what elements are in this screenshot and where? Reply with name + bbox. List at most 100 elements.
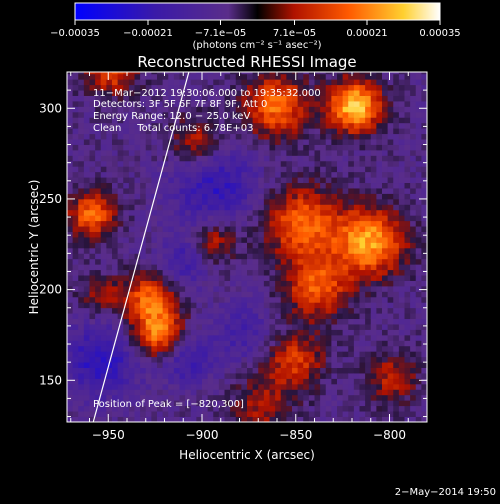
heatmap-cell bbox=[235, 334, 242, 341]
heatmap-cell bbox=[179, 247, 186, 254]
heatmap-cell bbox=[95, 101, 102, 107]
heatmap-cell bbox=[320, 73, 327, 80]
heatmap-cell bbox=[393, 362, 400, 368]
heatmap-cell bbox=[325, 373, 332, 379]
heatmap-cell bbox=[241, 340, 248, 347]
heatmap-cell bbox=[168, 166, 175, 173]
heatmap-cell bbox=[247, 106, 254, 113]
heatmap-cell bbox=[286, 182, 293, 189]
heatmap-cell bbox=[398, 84, 405, 91]
heatmap-cell bbox=[230, 373, 237, 379]
heatmap-cell bbox=[308, 405, 315, 412]
heatmap-cell bbox=[320, 340, 327, 347]
heatmap-cell bbox=[331, 351, 338, 358]
heatmap-cell bbox=[67, 373, 74, 379]
heatmap-cell bbox=[179, 291, 186, 298]
heatmap-cell bbox=[415, 307, 422, 314]
heatmap-cell bbox=[128, 318, 135, 325]
heatmap-cell bbox=[398, 291, 405, 298]
heatmap-cell bbox=[162, 400, 169, 407]
heatmap-cell bbox=[365, 133, 372, 140]
heatmap-cell bbox=[123, 291, 130, 298]
heatmap-cell bbox=[224, 383, 231, 390]
heatmap-cell bbox=[353, 144, 360, 151]
heatmap-cell bbox=[376, 411, 383, 417]
heatmap-cell bbox=[325, 144, 332, 151]
heatmap-cell bbox=[151, 269, 158, 276]
heatmap-cell bbox=[89, 411, 96, 417]
heatmap-cell bbox=[67, 334, 74, 341]
heatmap-cell bbox=[145, 160, 152, 167]
heatmap-cell bbox=[157, 226, 164, 232]
heatmap-cell bbox=[100, 198, 107, 205]
heatmap-cell bbox=[106, 324, 113, 330]
heatmap-cell bbox=[89, 193, 96, 200]
heatmap-cell bbox=[303, 242, 310, 249]
heatmap-cell bbox=[275, 198, 282, 205]
heatmap-cell bbox=[320, 307, 327, 314]
heatmap-cell bbox=[162, 340, 169, 347]
heatmap-cell bbox=[365, 215, 372, 222]
heatmap-cell bbox=[140, 188, 147, 194]
heatmap-cell bbox=[342, 302, 349, 309]
heatmap-cell bbox=[100, 318, 107, 325]
heatmap-cell bbox=[157, 400, 164, 407]
heatmap-cell bbox=[112, 324, 119, 330]
heatmap-cell bbox=[404, 416, 411, 422]
heatmap-cell bbox=[421, 345, 427, 352]
heatmap-cell bbox=[185, 95, 192, 102]
heatmap-cell bbox=[421, 122, 427, 129]
heatmap-cell bbox=[72, 226, 79, 232]
heatmap-cell bbox=[415, 177, 422, 184]
heatmap-cell bbox=[387, 324, 394, 330]
heatmap-cell bbox=[382, 247, 389, 254]
heatmap-cell bbox=[247, 79, 254, 86]
heatmap-cell bbox=[410, 188, 417, 194]
heatmap-cell bbox=[421, 324, 427, 330]
heatmap-cell bbox=[224, 356, 231, 363]
heatmap-cell bbox=[134, 264, 141, 271]
heatmap-cell bbox=[292, 106, 299, 113]
heatmap-cell bbox=[72, 394, 79, 401]
heatmap-cell bbox=[67, 237, 74, 243]
heatmap-cell bbox=[247, 220, 254, 227]
heatmap-cell bbox=[157, 171, 164, 178]
heatmap-cell bbox=[168, 144, 175, 151]
heatmap-cell bbox=[370, 111, 377, 118]
heatmap-cell bbox=[292, 101, 299, 107]
heatmap-cell bbox=[247, 367, 254, 374]
heatmap-cell bbox=[117, 362, 124, 368]
heatmap-cell bbox=[185, 340, 192, 347]
heatmap-cell bbox=[89, 291, 96, 298]
heatmap-cell bbox=[292, 231, 299, 238]
heatmap-cell bbox=[117, 128, 124, 135]
heatmap-cell bbox=[196, 101, 203, 107]
heatmap-cell bbox=[78, 373, 85, 379]
heatmap-cell bbox=[151, 356, 158, 363]
heatmap-cell bbox=[415, 106, 422, 113]
heatmap-cell bbox=[83, 345, 90, 352]
heatmap-cell bbox=[308, 155, 315, 162]
heatmap-cell bbox=[303, 269, 310, 276]
heatmap-cell bbox=[314, 177, 321, 184]
heatmap-cell bbox=[179, 204, 186, 211]
heatmap-cell bbox=[112, 383, 119, 390]
heatmap-cell bbox=[202, 188, 209, 194]
heatmap-cell bbox=[72, 231, 79, 238]
heatmap-cell bbox=[202, 334, 209, 341]
heatmap-cell bbox=[297, 231, 304, 238]
heatmap-cell bbox=[157, 285, 164, 292]
heatmap-cell bbox=[157, 144, 164, 151]
heatmap-cell bbox=[241, 285, 248, 292]
heatmap-cell bbox=[157, 264, 164, 271]
heatmap-cell bbox=[337, 188, 344, 194]
heatmap-cell bbox=[157, 383, 164, 390]
heatmap-cell bbox=[421, 362, 427, 368]
heatmap-cell bbox=[67, 345, 74, 352]
heatmap-cell bbox=[196, 340, 203, 347]
heatmap-cell bbox=[213, 383, 220, 390]
heatmap-cell bbox=[134, 329, 141, 336]
heatmap-cell bbox=[151, 334, 158, 341]
heatmap-cell bbox=[128, 247, 135, 254]
heatmap-cell bbox=[325, 84, 332, 91]
